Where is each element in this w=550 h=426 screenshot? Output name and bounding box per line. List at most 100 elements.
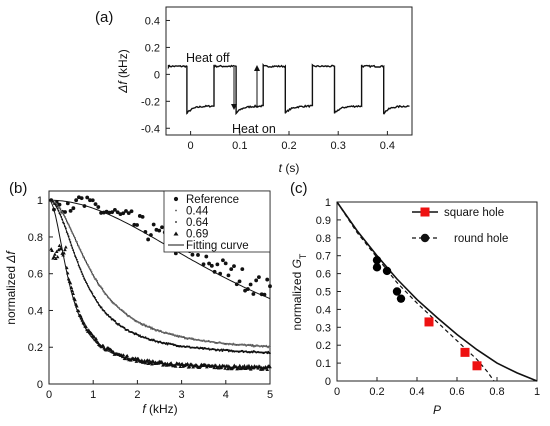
series-point [59, 207, 62, 210]
panel-a: (a) 0 0.1 0.2 0.3 0.4 -0.4 -0.2 0 0.2 0.4 Heat o… [95, 6, 413, 175]
reference-point [232, 264, 236, 269]
panel-c-x-tick-label: 0 [334, 386, 340, 398]
series-point [132, 318, 135, 321]
series-069-point [62, 251, 66, 255]
series-point [98, 304, 101, 307]
series-point [88, 288, 91, 291]
series-069-point [65, 271, 70, 275]
series-point [87, 265, 90, 268]
series-point [68, 226, 71, 228]
panel-a-x-tick-label: 0.4 [380, 140, 395, 152]
reference-point [173, 251, 178, 256]
series-point [58, 212, 61, 215]
legend-044-label: 0.44 [186, 206, 209, 218]
reference-point [254, 278, 259, 283]
series-point [80, 270, 83, 273]
reference-point [121, 211, 126, 216]
series-point [139, 321, 141, 324]
series-069-point [156, 361, 161, 365]
panel-c-y-tick-label: 0.7 [316, 251, 331, 263]
series-point [63, 214, 65, 217]
series-069-point [52, 254, 56, 259]
series-point [63, 222, 65, 225]
series-point [109, 316, 112, 319]
panel-c-label: (c) [290, 180, 308, 197]
series-069-point [82, 321, 86, 325]
panel-a-y-tick-label: 0.4 [145, 15, 160, 27]
reference-point [229, 267, 234, 272]
series-point [249, 343, 252, 346]
reference-point [110, 210, 115, 215]
panel-b-x-tick-label: 0 [46, 389, 52, 401]
series-point [78, 266, 81, 269]
panel-b-y-tick-label: 0.8 [28, 232, 43, 244]
reference-point [265, 277, 270, 282]
series-069-point [248, 367, 253, 371]
series-point [123, 326, 126, 329]
reference-point [96, 205, 101, 209]
reference-point [240, 267, 245, 272]
series-point [84, 259, 86, 261]
reference-point [129, 209, 134, 214]
series-point [86, 263, 89, 266]
series-point [251, 351, 254, 354]
panel-a-y-tick-label: 0.2 [145, 42, 160, 54]
series-point [75, 258, 78, 261]
round-hole-point [372, 255, 382, 265]
series-069-point [265, 367, 270, 371]
series-point [202, 348, 205, 351]
reference-point [151, 222, 156, 227]
panel-a-y-tick-label: 0 [154, 69, 160, 81]
series-point [74, 255, 76, 257]
reference-point [99, 211, 103, 215]
series-069-point [104, 348, 108, 352]
panel-a-x-tick-label: 0.2 [281, 140, 296, 152]
reference-point [68, 208, 73, 213]
series-point [70, 230, 73, 232]
series-point [87, 286, 90, 289]
series-069-point [121, 353, 126, 357]
reference-point [149, 233, 153, 237]
series-point [207, 347, 210, 350]
series-069-point [219, 365, 224, 369]
round-hole-point [396, 294, 406, 303]
series-point [250, 345, 253, 347]
reference-point [245, 287, 250, 291]
reference-point [226, 273, 231, 278]
series-point [90, 291, 93, 293]
series-point [61, 218, 64, 221]
series-point [107, 313, 109, 316]
series-point [81, 252, 84, 255]
series-point [108, 298, 111, 300]
panel-b-y-tick-label: 1 [37, 195, 43, 207]
series-point [79, 268, 82, 271]
series-point [71, 232, 74, 234]
series-point [83, 256, 86, 259]
panel-c-frame [336, 201, 538, 382]
panel-a-y-ticks: -0.4 -0.2 0 0.2 0.4 [141, 15, 170, 135]
series-point [144, 336, 147, 338]
panel-c-y-tick-label: 0.3 [316, 322, 331, 334]
series-point [149, 326, 151, 328]
series-069-point [70, 288, 75, 293]
series-point [62, 212, 65, 215]
reference-point [237, 279, 242, 284]
series-point [101, 287, 104, 290]
series-069-point [92, 335, 97, 339]
panel-c-x-ticks: 0 0.2 0.4 0.6 0.8 1 [334, 377, 540, 398]
series-point [267, 346, 270, 349]
series-point [188, 345, 191, 348]
series-point [76, 260, 79, 263]
panel-b-x-ticks: 0 1 2 3 4 5 [46, 380, 273, 401]
series-point [145, 324, 148, 327]
series-point [71, 247, 74, 249]
series-point [137, 333, 140, 336]
series-point [65, 231, 68, 234]
reference-point [79, 196, 84, 201]
reference-point [212, 269, 217, 274]
series-point [127, 329, 130, 331]
panel-b-x-tick-label: 2 [134, 389, 140, 401]
series-point [57, 209, 60, 212]
series-point [94, 296, 97, 299]
